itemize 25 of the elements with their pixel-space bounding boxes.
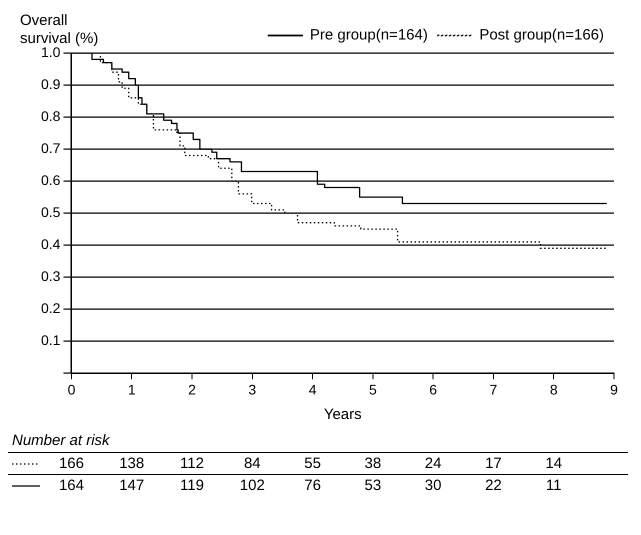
y-tick-label: 0.3 [40,268,61,284]
y-tick-label: 0.7 [40,140,61,156]
y-tick-label: 0.5 [40,204,61,220]
x-tick-label: 2 [188,381,196,398]
x-tick-label: 8 [550,381,558,398]
y-tick-label: 0.8 [40,108,61,124]
text: 166 138 112 84 55 38 24 17 14 [58,455,562,472]
x-tick-label: 9 [610,381,618,398]
x-axis-title: Years [324,406,362,424]
x-tick-label: 1 [128,381,136,398]
legend-label: Pre group(n=164) [310,26,428,44]
x-tick-label: 3 [248,381,256,398]
y-tick-label: 0.2 [40,300,61,316]
x-tick-label: 6 [429,381,438,398]
x-tick-label: 7 [490,381,498,398]
text: Number at risk [12,432,110,449]
legend-label: Post group(n=166) [479,26,604,44]
y-tick-label: 0.6 [40,172,61,188]
x-tick-label: 0 [68,381,76,398]
text: 164 147 119 102 76 53 30 22 11 [58,477,562,494]
x-tick-label: 5 [368,381,377,398]
y-tick-label: 0.4 [40,236,61,252]
y-tick-label: 0.9 [40,76,61,92]
y-tick-label: 0.1 [40,332,61,348]
x-tick-label: 4 [308,381,317,398]
